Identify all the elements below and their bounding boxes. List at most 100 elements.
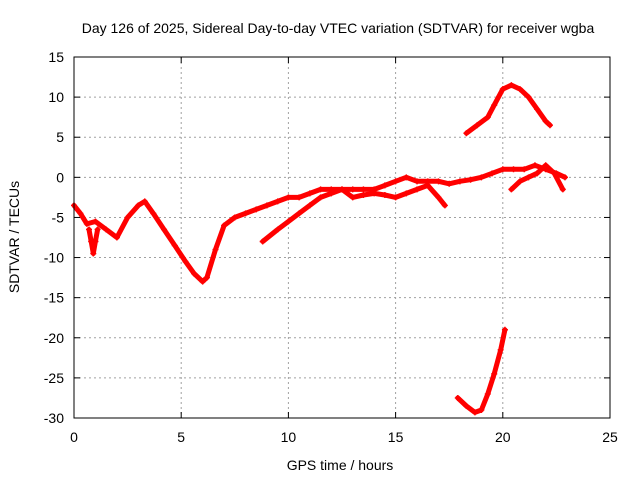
data-point-marker xyxy=(510,166,517,173)
data-point-marker xyxy=(446,180,453,187)
grid-lines xyxy=(74,57,610,418)
data-point-marker xyxy=(182,258,189,265)
data-point-marker xyxy=(392,178,399,185)
data-point-marker xyxy=(124,214,131,221)
data-point-marker xyxy=(497,346,504,353)
axis-ticks: 0 5 10 15 20 25 -30 -25 -20 -15 -10 -5 0 5 10 15 xyxy=(44,49,618,445)
data-point-marker xyxy=(551,170,558,177)
series-late-tail xyxy=(508,162,566,193)
series-lower-branch xyxy=(259,182,448,245)
data-points xyxy=(71,82,568,416)
data-point-marker xyxy=(349,194,356,201)
data-point-marker xyxy=(501,326,508,333)
data-point-marker xyxy=(499,166,506,173)
y-tick-label: 0 xyxy=(56,169,64,185)
data-point-marker xyxy=(231,214,238,221)
data-point-marker xyxy=(534,106,541,113)
data-point-marker xyxy=(221,222,228,229)
series-trace xyxy=(260,182,448,244)
data-point-marker xyxy=(508,82,515,89)
series-upper-arc xyxy=(463,82,553,137)
y-axis-label: SDTVAR / TECUs xyxy=(6,181,22,293)
series-main-band xyxy=(71,162,568,285)
data-point-marker xyxy=(474,122,481,129)
data-point-marker xyxy=(285,194,292,201)
data-point-marker xyxy=(435,178,442,185)
data-point-marker xyxy=(467,176,474,183)
data-point-marker xyxy=(92,238,99,245)
data-point-marker xyxy=(92,218,99,225)
data-point-marker xyxy=(403,190,410,197)
data-point-marker xyxy=(94,226,101,233)
data-point-marker xyxy=(381,182,388,189)
data-point-marker xyxy=(381,191,388,198)
plot-frame xyxy=(73,56,611,419)
chart-title: Day 126 of 2025, Sidereal Day-to-day VTE… xyxy=(82,20,595,36)
y-tick-label: -30 xyxy=(44,410,64,426)
data-point-marker xyxy=(521,166,528,173)
data-point-marker xyxy=(274,226,281,233)
data-point-marker xyxy=(454,394,461,401)
y-tick-label: 10 xyxy=(48,89,64,105)
x-tick-label: 25 xyxy=(602,429,618,445)
y-tick-label: 5 xyxy=(56,129,64,145)
data-point-marker xyxy=(525,94,532,101)
data-point-marker xyxy=(171,242,178,249)
series-trace xyxy=(71,162,568,285)
data-point-marker xyxy=(471,409,478,416)
data-point-marker xyxy=(296,194,303,201)
data-point-marker xyxy=(349,186,356,193)
data-point-marker xyxy=(360,191,367,198)
y-tick-label: 15 xyxy=(48,49,64,65)
y-tick-label: -20 xyxy=(44,330,64,346)
y-tick-label: -25 xyxy=(44,370,64,386)
x-tick-label: 5 xyxy=(177,429,185,445)
data-point-marker xyxy=(484,114,491,121)
series-trace xyxy=(455,327,508,415)
data-point-marker xyxy=(253,206,260,213)
data-point-marker xyxy=(317,186,324,193)
data-point-marker xyxy=(306,190,313,197)
data-point-marker xyxy=(360,186,367,193)
data-point-marker xyxy=(456,178,463,185)
series-lower-arc xyxy=(454,326,508,416)
data-point-marker xyxy=(414,186,421,193)
data-point-marker xyxy=(306,202,313,209)
data-point-marker xyxy=(516,178,523,185)
series-early-spike xyxy=(86,226,101,257)
data-point-marker xyxy=(191,270,198,277)
data-point-marker xyxy=(531,162,538,169)
data-point-marker xyxy=(559,186,566,193)
data-point-marker xyxy=(441,202,448,209)
data-point-marker xyxy=(77,210,84,217)
data-point-marker xyxy=(141,198,148,205)
data-point-marker xyxy=(296,210,303,217)
data-point-marker xyxy=(491,102,498,109)
data-point-marker xyxy=(525,174,532,181)
data-point-marker xyxy=(161,226,168,233)
y-tick-label: -5 xyxy=(52,209,65,225)
data-point-marker xyxy=(285,218,292,225)
data-point-marker xyxy=(90,250,97,257)
data-point-marker xyxy=(259,238,266,245)
data-point-marker xyxy=(478,406,485,413)
data-point-marker xyxy=(150,210,157,217)
x-tick-label: 0 xyxy=(70,429,78,445)
data-point-marker xyxy=(489,170,496,177)
data-point-marker xyxy=(508,186,515,193)
x-tick-label: 10 xyxy=(281,429,297,445)
data-point-marker xyxy=(414,178,421,185)
y-tick-label: -10 xyxy=(44,250,64,266)
data-point-marker xyxy=(499,86,506,93)
data-point-marker xyxy=(371,190,378,197)
data-point-marker xyxy=(83,220,90,227)
data-point-marker xyxy=(534,170,541,177)
data-point-marker xyxy=(274,198,281,205)
x-tick-label: 15 xyxy=(388,429,404,445)
data-point-marker xyxy=(546,122,553,129)
data-point-marker xyxy=(263,202,270,209)
data-point-marker xyxy=(339,186,345,193)
data-point-marker xyxy=(103,226,110,233)
data-point-marker xyxy=(542,118,549,125)
